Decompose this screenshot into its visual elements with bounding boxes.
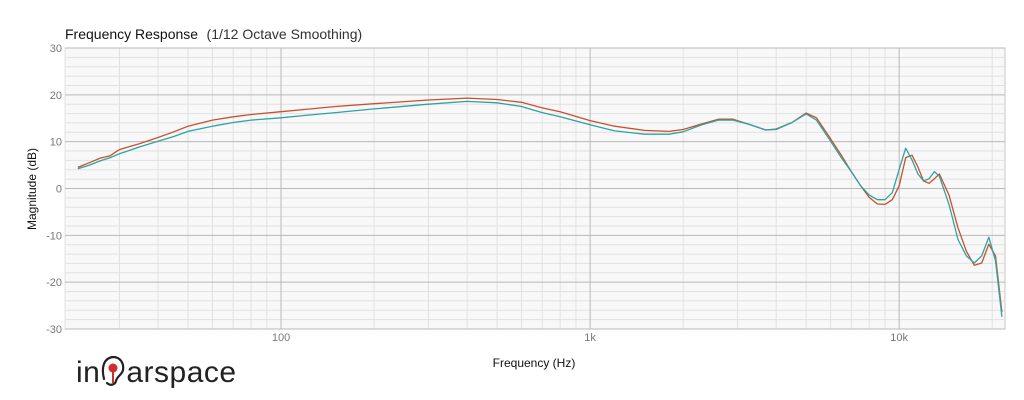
x-axis-title: Frequency (Hz) [493, 356, 576, 370]
ear-logo-icon [101, 355, 125, 386]
y-tick-label: -20 [46, 277, 62, 289]
x-tick-label: 10k [890, 332, 908, 344]
y-tick-label: 20 [50, 90, 62, 102]
x-tick-labels: 100 1k 10k [272, 332, 909, 344]
y-tick-labels: 30 20 10 0 -10 -20 -30 [46, 43, 62, 336]
series-group [77, 97, 1003, 317]
inearspace-logo: in arspace [76, 355, 237, 389]
chart-title: Frequency Response (1/12 Octave Smoothin… [65, 26, 362, 43]
x-tick-label: 100 [272, 332, 290, 344]
y-axis-title: Magnitude (dB) [25, 148, 39, 230]
y-tick-label: 10 [50, 137, 62, 149]
logo-text: in arspace [76, 356, 237, 389]
series-line-2 [77, 100, 1003, 317]
x-tick-label: 1k [584, 332, 596, 344]
y-tick-label: -10 [46, 230, 62, 242]
y-tick-label: 30 [50, 43, 62, 55]
major-grid [65, 47, 1005, 330]
y-tick-label: 0 [56, 184, 62, 196]
y-tick-label: -30 [46, 324, 62, 336]
